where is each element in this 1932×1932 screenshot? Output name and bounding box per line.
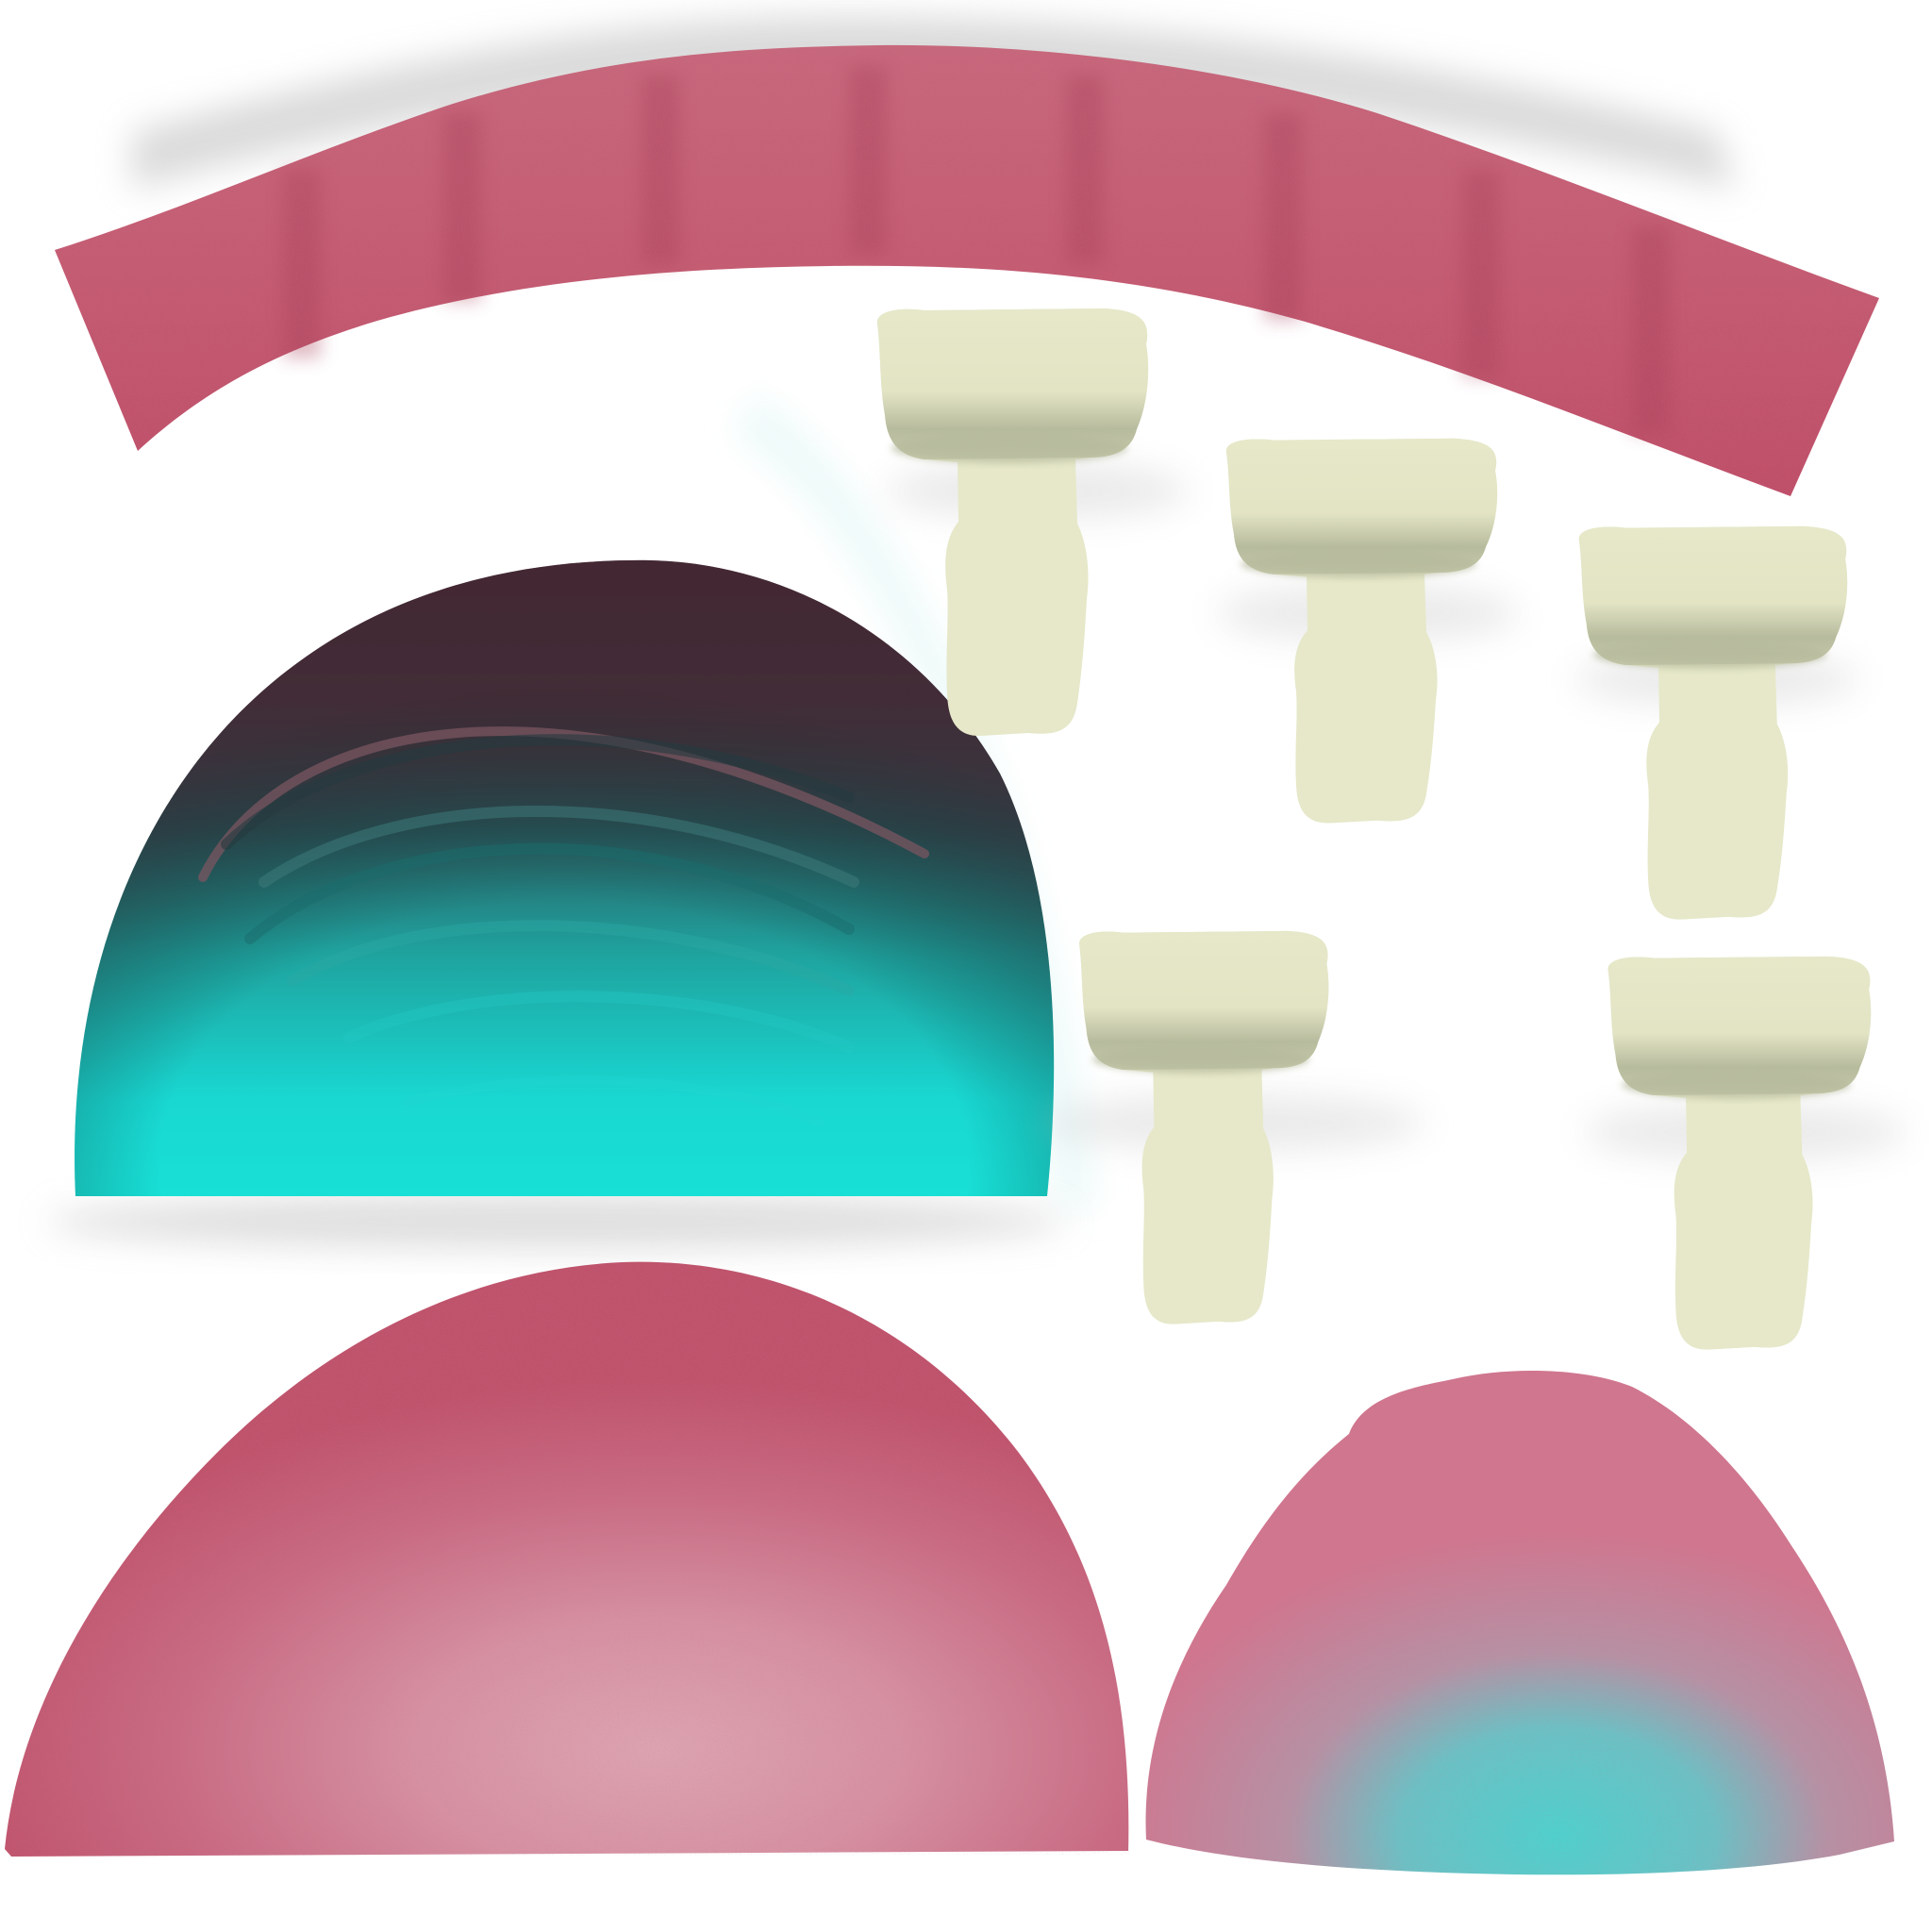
molar-tooth-group <box>877 308 1906 1350</box>
molar-tooth <box>1585 957 1906 1350</box>
molar-tooth <box>877 308 1189 736</box>
molar-tooth <box>1047 931 1424 1324</box>
molar-tooth <box>1575 526 1858 920</box>
mouth-cavity-dome <box>47 396 1094 1248</box>
tongue-dome <box>1145 1370 1894 1875</box>
upper-gum-strip <box>55 16 1879 497</box>
molar-tooth <box>1217 439 1519 824</box>
lower-gum-dome <box>5 1261 1129 1857</box>
